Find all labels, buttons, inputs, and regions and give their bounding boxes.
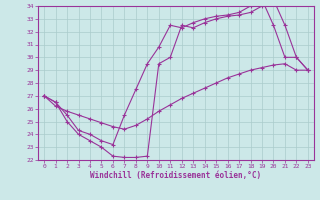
X-axis label: Windchill (Refroidissement éolien,°C): Windchill (Refroidissement éolien,°C) <box>91 171 261 180</box>
